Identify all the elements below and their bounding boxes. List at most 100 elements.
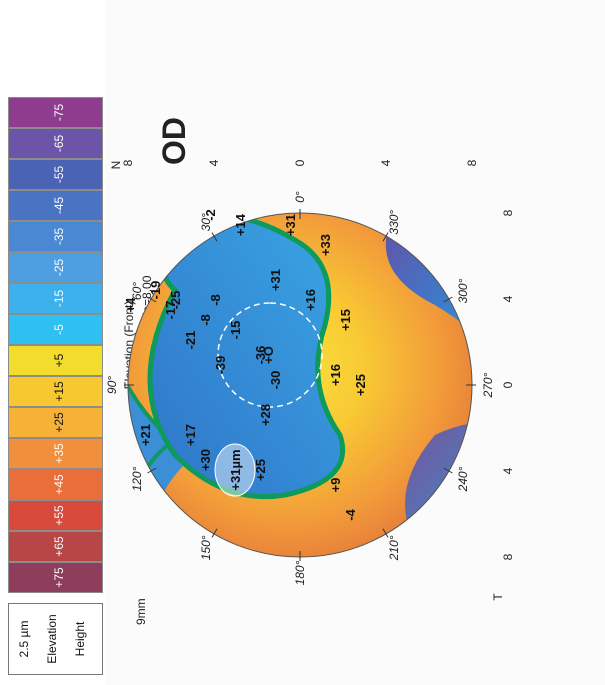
elevation-value: -8 — [198, 314, 213, 326]
scale-value: +75 — [52, 567, 66, 588]
elevation-value: +25 — [353, 374, 368, 396]
scale-value: +65 — [52, 536, 66, 557]
scale-cell: +25 — [8, 407, 103, 438]
elevation-value: -8 — [208, 294, 223, 306]
scale-cell: +5 — [8, 345, 103, 376]
angle-tick — [382, 232, 389, 242]
x-axis-tick: 8 — [501, 209, 515, 216]
elevation-value: +17 — [183, 424, 198, 446]
eye-label: OD — [156, 117, 192, 165]
angle-tick — [211, 232, 218, 242]
elevation-value: -17 — [163, 301, 178, 320]
scale-cell: +75 — [8, 562, 103, 593]
angle-label: 30° — [199, 213, 213, 231]
legend-type: Elevation — [45, 614, 59, 664]
scale-value: +55 — [52, 505, 66, 526]
elevation-value: -39 — [213, 356, 228, 375]
elevation-value: +25 — [253, 459, 268, 481]
elevation-map: Elevation (Front) BFS=8.58 Float, Dia=8.… — [105, 117, 515, 625]
legend-box: 2.5 µm Elevation Height — [8, 603, 103, 675]
temporal-label: T — [491, 593, 505, 601]
scale-value: -65 — [52, 134, 66, 153]
angle-tick — [443, 467, 453, 474]
nasal-label: N — [109, 161, 123, 170]
elevation-value: -4 — [343, 508, 358, 520]
y-axis-tick: 4 — [379, 159, 393, 166]
angle-label: 240° — [456, 466, 470, 492]
elevation-value: +28 — [258, 404, 273, 426]
scale-value: +35 — [52, 443, 66, 464]
scale-cell: +15 — [8, 376, 103, 407]
elevation-value: -21 — [183, 331, 198, 350]
scale-cell: -35 — [8, 221, 103, 252]
elevation-value: -15 — [228, 321, 243, 340]
scale-value: +25 — [52, 412, 66, 433]
scale-value: +45 — [52, 474, 66, 495]
angle-label: 300° — [456, 278, 470, 303]
elevation-value: +31 — [283, 214, 298, 236]
scale-cell: +45 — [8, 469, 103, 500]
center-marker: +O — [261, 346, 276, 364]
angle-label: 210° — [387, 535, 401, 561]
scale-cell: -15 — [8, 283, 103, 314]
x-axis-tick: 0 — [501, 381, 515, 388]
elevation-value: -2 — [203, 209, 218, 221]
angle-label: 0° — [293, 191, 307, 203]
elevation-value: +31 — [268, 269, 283, 291]
angle-tick — [443, 296, 453, 303]
elevation-value: +21 — [138, 424, 153, 446]
scale-cell: -65 — [8, 128, 103, 159]
x-axis-tick: 4 — [501, 467, 515, 474]
scale-value: -45 — [52, 196, 66, 215]
scale-cell: -25 — [8, 252, 103, 283]
elevation-value: -36 — [253, 346, 268, 365]
color-scale: 2.5 µm Elevation Height +75 +65 +55 +45 +35 +25 +… — [0, 0, 105, 685]
scale-cell: -5 — [8, 314, 103, 345]
scale-value: +15 — [52, 381, 66, 402]
angle-tick — [147, 296, 157, 303]
scale-cell: +35 — [8, 438, 103, 469]
y-axis-tick: 8 — [121, 159, 135, 166]
angle-label: 60° — [130, 282, 144, 300]
y-axis-tick: 8 — [465, 159, 479, 166]
angle-tick — [147, 467, 157, 474]
zoom-label: 9mm — [134, 598, 148, 625]
elevation-value: +15 — [338, 309, 353, 331]
elevation-value: -30 — [268, 371, 283, 390]
elevation-value: +4 — [123, 297, 138, 313]
scale-cell: +55 — [8, 500, 103, 531]
elevation-value: -25 — [168, 291, 183, 310]
legend-step: 2.5 µm — [17, 620, 31, 658]
elevation-value: +16 — [328, 364, 343, 386]
scale-value: +5 — [52, 353, 66, 368]
x-axis-tick: 8 — [501, 553, 515, 560]
scale-value: -5 — [52, 324, 66, 335]
scale-value: -35 — [52, 227, 66, 246]
y-axis-tick: 0 — [293, 159, 307, 166]
legend-mode: Height — [73, 621, 87, 657]
angle-label: 180° — [293, 560, 307, 585]
scale-cell: -75 — [8, 97, 103, 128]
x-axis-tick: 4 — [501, 295, 515, 302]
angle-label: 330° — [387, 210, 401, 235]
elevation-value: +30 — [198, 449, 213, 471]
elevation-value: +16 — [303, 289, 318, 311]
y-axis-tick: 4 — [207, 159, 221, 166]
scale-cell: -55 — [8, 159, 103, 190]
angle-label: 120° — [130, 466, 144, 491]
peak-label: +31µm — [228, 449, 243, 490]
elevation-value: -19 — [148, 281, 163, 300]
scale-value: -15 — [52, 289, 66, 308]
elevation-value: +9 — [328, 478, 343, 493]
scale-cell: -45 — [8, 190, 103, 221]
scale-value: -75 — [52, 103, 66, 122]
scale-value: -25 — [52, 258, 66, 277]
angle-tick — [211, 528, 218, 538]
angle-label: 270° — [481, 372, 495, 398]
angle-label: 150° — [199, 535, 213, 560]
angle-label: 90° — [105, 376, 119, 394]
elevation-value: +33 — [318, 234, 333, 256]
scale-cell: +65 — [8, 531, 103, 562]
